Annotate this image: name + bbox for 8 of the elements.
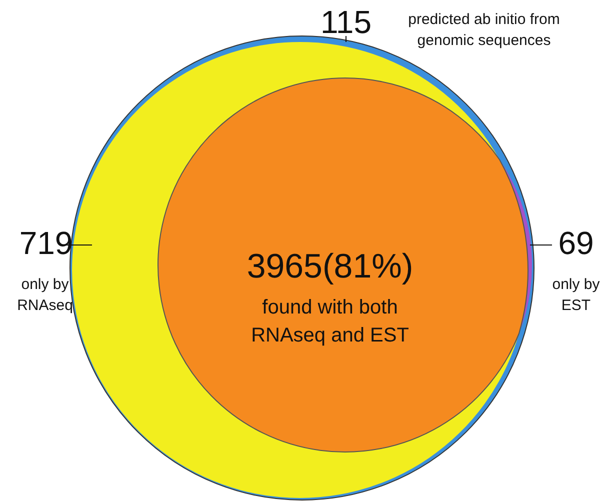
data-label: 115 [320,4,372,40]
category-label: only by RNAseq [17,276,73,314]
data-label: 3965(81%) [246,247,414,286]
category-label: predicted ab initio from genomic sequences [408,11,560,50]
data-label: 719 [19,224,73,261]
data-label: 69 [558,224,594,261]
category-label: found with both RNAseq and EST [251,296,409,347]
category-label: only by EST [552,276,600,314]
